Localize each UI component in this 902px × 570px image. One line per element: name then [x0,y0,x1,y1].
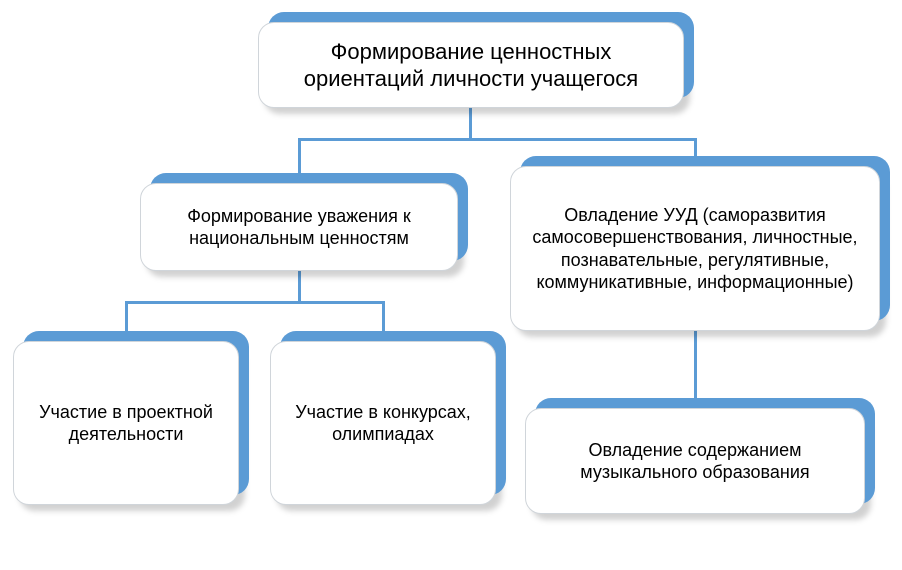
node-root-label: Формирование ценностных ориентаций лично… [277,38,665,93]
node-leaf1: Участие в проектной деятельности [13,341,239,505]
node-leaf2: Участие в конкурсах, олимпиадах [270,341,496,505]
edge-right-leaf3 [694,331,697,400]
edge-to-leaf1 [125,301,128,333]
node-right-front: Овладение УУД (саморазвития самосовершен… [510,166,880,331]
node-leaf1-label: Участие в проектной деятельности [32,401,220,446]
node-left: Формирование уважения к национальным цен… [140,183,458,271]
edge-to-right [694,138,697,158]
node-leaf3: Овладение содержанием музыкального образ… [525,408,865,514]
node-left-front: Формирование уважения к национальным цен… [140,183,458,271]
edge-to-left [298,138,301,175]
node-leaf1-front: Участие в проектной деятельности [13,341,239,505]
node-leaf3-front: Овладение содержанием музыкального образ… [525,408,865,514]
node-left-label: Формирование уважения к национальным цен… [159,205,439,250]
node-leaf2-front: Участие в конкурсах, олимпиадах [270,341,496,505]
node-right-label: Овладение УУД (саморазвития самосовершен… [529,204,861,294]
node-leaf3-label: Овладение содержанием музыкального образ… [544,439,846,484]
edge-to-leaf2 [382,301,385,333]
node-leaf2-label: Участие в конкурсах, олимпиадах [289,401,477,446]
edge-root-hbar [298,138,697,141]
node-right: Овладение УУД (саморазвития самосовершен… [510,166,880,331]
edge-left-hbar [125,301,385,304]
node-root: Формирование ценностных ориентаций лично… [258,22,684,108]
node-root-front: Формирование ценностных ориентаций лично… [258,22,684,108]
